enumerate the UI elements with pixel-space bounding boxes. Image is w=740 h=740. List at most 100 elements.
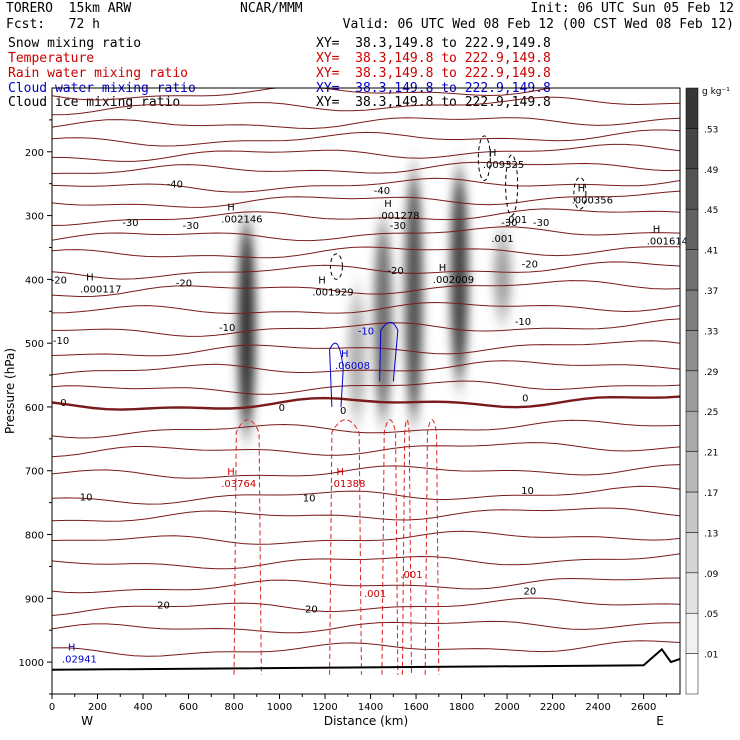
x-tick-label: 1200 <box>312 702 337 713</box>
field-label-rain: Rain water mixing ratio <box>8 66 189 81</box>
isotherm-label: -40 <box>374 186 390 197</box>
isotherm-line <box>52 419 680 439</box>
x-tick-label: 2200 <box>540 702 565 713</box>
y-axis-title: Pressure (hPa) <box>3 348 17 434</box>
field-label-cloud-water: Cloud water mixing ratio <box>8 81 196 96</box>
isotherm-label: 20 <box>157 601 170 612</box>
terrain-profile <box>52 647 680 671</box>
colorbar-label: .41 <box>704 247 718 257</box>
org-title: NCAR/MMM <box>240 1 303 16</box>
x-tick-label: 1400 <box>358 702 383 713</box>
extremum-value: .002146 <box>221 214 262 225</box>
cloud-ice-contour <box>573 176 587 210</box>
isotherm-label: -30 <box>390 221 406 232</box>
x-tick-label: 2000 <box>494 702 519 713</box>
contour-label: .001 <box>505 215 527 226</box>
x-axis-title: Distance (km) <box>324 714 408 728</box>
isotherm-line <box>52 380 680 395</box>
colorbar-swatch <box>685 168 699 210</box>
x-tick-label: 0 <box>49 702 55 713</box>
plot-frame <box>51 87 681 695</box>
colorbar-swatch <box>685 249 699 291</box>
rain-contour <box>329 419 362 675</box>
extremum-marker: H <box>653 225 661 236</box>
isotherm-label: -20 <box>387 266 403 277</box>
isotherm-label: -10 <box>219 323 235 334</box>
colorbar-swatch <box>685 330 699 372</box>
extremum-value: .06008 <box>335 361 370 372</box>
colorbar-swatch <box>685 612 699 654</box>
isotherm-line <box>52 360 680 376</box>
temperature-isotherms <box>52 88 680 657</box>
y-tick-label: 900 <box>25 594 44 605</box>
x-axis-east-label: E <box>656 714 664 728</box>
colorbar-swatch <box>685 532 699 574</box>
isotherm-line <box>52 620 680 634</box>
x-tick-label: 800 <box>224 702 243 713</box>
isotherm-line <box>52 226 680 242</box>
model-title: TORERO 15km ARW <box>6 1 132 16</box>
colorbar-label: .05 <box>704 610 718 620</box>
extremum-value: .01388 <box>330 479 365 490</box>
isotherm-label: -20 <box>522 259 538 270</box>
extremum-marker: H <box>318 276 326 287</box>
field-xy-snow: XY= 38.3,149.8 to 222.9,149.8 <box>316 36 551 51</box>
isotherm-line <box>52 161 680 174</box>
cloud-water-contour <box>379 321 399 382</box>
isotherm-label: -30 <box>533 218 549 229</box>
colorbar-swatch <box>685 653 699 695</box>
colorbar-label: .49 <box>704 166 719 176</box>
isotherm-line <box>52 597 680 616</box>
isotherm-line <box>52 190 680 208</box>
terrain-line <box>52 647 680 671</box>
isotherm-line <box>52 553 680 570</box>
rain-contour <box>381 419 399 675</box>
isotherm-label: 0 <box>340 406 346 417</box>
contour-label: .001 <box>400 570 422 581</box>
isotherm-label: -10 <box>53 336 69 347</box>
colorbar-swatch <box>685 572 699 614</box>
colorbar-label: .53 <box>704 125 718 135</box>
field-label-temperature: Temperature <box>8 51 95 66</box>
colorbar-swatch <box>685 128 699 170</box>
isotherm-line <box>52 507 680 522</box>
isotherm-line <box>52 640 680 657</box>
colorbar-label: .21 <box>704 449 718 459</box>
isotherm-label: -20 <box>176 279 192 290</box>
colorbar-label: .09 <box>704 570 719 580</box>
isotherm-label: -30 <box>501 218 517 229</box>
hydrometeor-contours <box>233 135 587 675</box>
x-tick-label: 2400 <box>585 702 610 713</box>
isotherm-line <box>52 143 680 162</box>
isotherm-label: -30 <box>122 218 138 229</box>
colorbar-unit: g kg⁻¹ <box>702 87 730 97</box>
extremum-marker: H <box>489 148 497 159</box>
colorbar-swatch <box>685 208 699 250</box>
isotherm-line <box>52 208 680 226</box>
extremum-marker: H <box>86 273 94 284</box>
isotherm-label: 20 <box>305 605 318 616</box>
isotherm-label: 10 <box>80 492 93 503</box>
colorbar-label: .17 <box>704 489 718 499</box>
cloud-ice-contour <box>329 253 343 280</box>
field-xy-temperature: XY= 38.3,149.8 to 222.9,149.8 <box>316 51 551 66</box>
isotherm-label: -30 <box>183 221 199 232</box>
field-label-snow: Snow mixing ratio <box>8 36 142 51</box>
x-axis-west-label: W <box>81 714 93 728</box>
init-time: Init: 06 UTC Sun 05 Feb 12 <box>530 1 735 16</box>
rain-contour <box>424 419 440 675</box>
colorbar: .01 .05 .09 .13 .17 .21 .25 .29 .33 .37 .41 .45 .49.… <box>685 87 719 695</box>
extremum-value: .002009 <box>433 275 474 286</box>
rain-contour <box>401 419 413 675</box>
colorbar-swatch <box>685 410 699 452</box>
snow-column <box>493 234 512 318</box>
extremum-marker: H <box>384 199 392 210</box>
rain-contour <box>233 419 262 675</box>
y-tick-label: 700 <box>25 467 44 478</box>
colorbar-label: .01 <box>704 651 718 661</box>
isotherm-line <box>52 464 680 479</box>
colorbar-label: .33 <box>704 327 718 337</box>
y-tick-label: 500 <box>25 339 44 350</box>
contour-label: -10 <box>358 326 374 337</box>
